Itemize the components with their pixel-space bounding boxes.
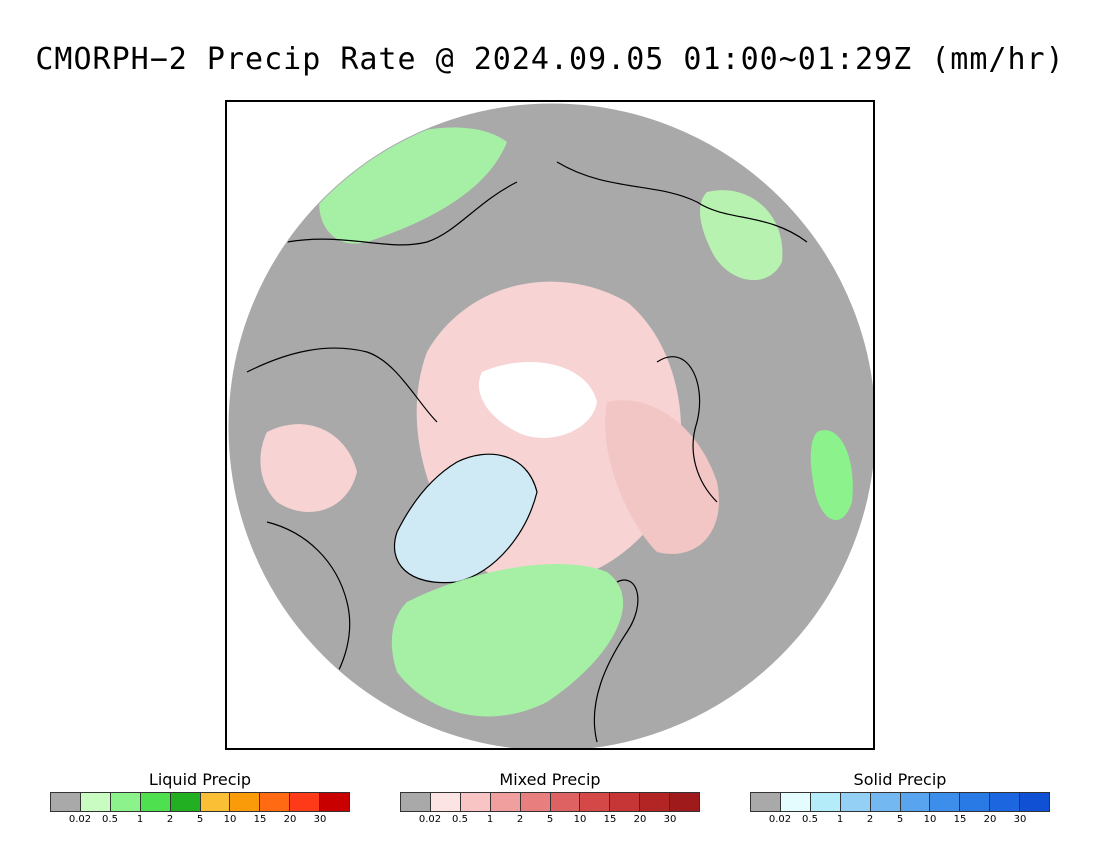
legend-swatch [80,793,111,811]
legend-tick-label: 20 [283,814,297,825]
legend-swatch [51,793,81,811]
legend-ticks: 0.02 0.5 1 2 5 10 15 20 30 [750,812,1050,826]
legend-swatch [610,793,641,811]
legend-tick-label: 0.5 [802,814,818,825]
legend-swatch [401,793,431,811]
legend-tick-label: 30 [313,814,327,825]
legend-mixed: Mixed Precip 0.02 0.5 1 2 5 10 15 20 30 [400,770,700,826]
globe-outline [228,103,873,748]
legend-tick-label: 15 [953,814,967,825]
legend-swatch [230,793,261,811]
legend-swatch [960,793,991,811]
legend-colorbar [750,792,1050,812]
legend-tick-label: 30 [1013,814,1027,825]
legend-tick-label: 5 [546,814,554,825]
legend-swatch [140,793,171,811]
legend-swatch [840,793,871,811]
legend-tick-label: 10 [573,814,587,825]
legend-solid: Solid Precip 0.02 0.5 1 2 5 10 15 20 30 [750,770,1050,826]
legend-swatch [200,793,231,811]
legend-tick-label: 5 [896,814,904,825]
legend-swatch [810,793,841,811]
legend-tick-label: 15 [603,814,617,825]
legend-tick-label: 1 [136,814,144,825]
legend-tick-label: 1 [486,814,494,825]
polar-solid-precip [478,362,597,438]
legend-ticks: 0.02 0.5 1 2 5 10 15 20 30 [50,812,350,826]
legend-swatch [780,793,811,811]
mixed-precip-east [605,400,719,554]
legend-swatch [320,793,350,811]
legend-liquid: Liquid Precip 0.02 0.5 1 2 5 10 15 20 30 [50,770,350,826]
legend-tick-label: 0.02 [418,814,442,825]
legend-colorbar [400,792,700,812]
legend-ticks: 0.02 0.5 1 2 5 10 15 20 30 [400,812,700,826]
legend-tick-label: 0.5 [452,814,468,825]
legend-tick-label: 10 [923,814,937,825]
north-atlantic-liquid [391,563,624,717]
legend-swatch [110,793,141,811]
legend-title: Mixed Precip [499,770,601,789]
legend-tick-label: 0.02 [68,814,92,825]
legend-tick-label: 10 [223,814,237,825]
legend-swatch [670,793,700,811]
legend-swatch [460,793,491,811]
legend-swatch [260,793,291,811]
legend-swatch [930,793,961,811]
legend-tick-label: 2 [166,814,174,825]
legend-swatch [990,793,1021,811]
legend-swatch [430,793,461,811]
liquid-precip-east-edge [810,430,853,521]
legend-tick-label: 2 [516,814,524,825]
legend-tick-label: 1 [836,814,844,825]
legend-colorbar [50,792,350,812]
legend-swatch [550,793,581,811]
mixed-precip-west [260,424,357,512]
legend-swatch [170,793,201,811]
legend-tick-label: 20 [983,814,997,825]
map-frame [225,100,875,750]
legend-tick-label: 0.5 [102,814,118,825]
legend-title: Liquid Precip [148,770,252,789]
legend-tick-label: 0.02 [768,814,792,825]
legend-swatch [900,793,931,811]
legend-tick-label: 5 [196,814,204,825]
legend-swatch [290,793,321,811]
legend-tick-label: 15 [253,814,267,825]
legend-swatch [640,793,671,811]
map-title: CMORPH−2 Precip Rate @ 2024.09.05 01:00~… [35,42,1065,77]
legend-swatch [870,793,901,811]
legend-swatch [580,793,611,811]
legend-swatch [520,793,551,811]
legend-tick-label: 30 [663,814,677,825]
polar-map [228,103,873,748]
legend-swatch [1020,793,1050,811]
legend-swatch [490,793,521,811]
legend-swatch [751,793,781,811]
legend-tick-label: 20 [633,814,647,825]
legend-title: Solid Precip [853,770,947,789]
legend-tick-label: 2 [866,814,874,825]
